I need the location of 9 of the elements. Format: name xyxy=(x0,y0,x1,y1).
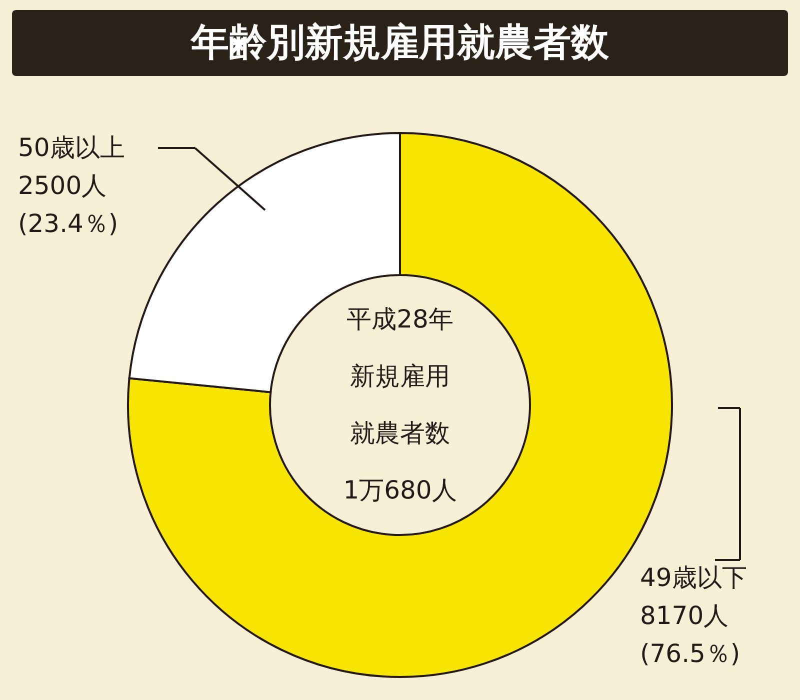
data-label: 8170人 (76.5％) xyxy=(640,601,740,668)
chart-title: 年齢別新規雇用就農者数 xyxy=(190,20,610,64)
data-label: 2500人 (23.4％) xyxy=(18,171,118,238)
slice-label: 49歳以下 xyxy=(640,563,747,592)
text: 就農者数 xyxy=(350,418,450,448)
text: 1万680人 xyxy=(343,476,457,504)
legend-label: 50歳以上 xyxy=(18,133,125,162)
text: 平成28年 xyxy=(346,304,454,334)
text: 新規雇用 xyxy=(350,362,450,390)
